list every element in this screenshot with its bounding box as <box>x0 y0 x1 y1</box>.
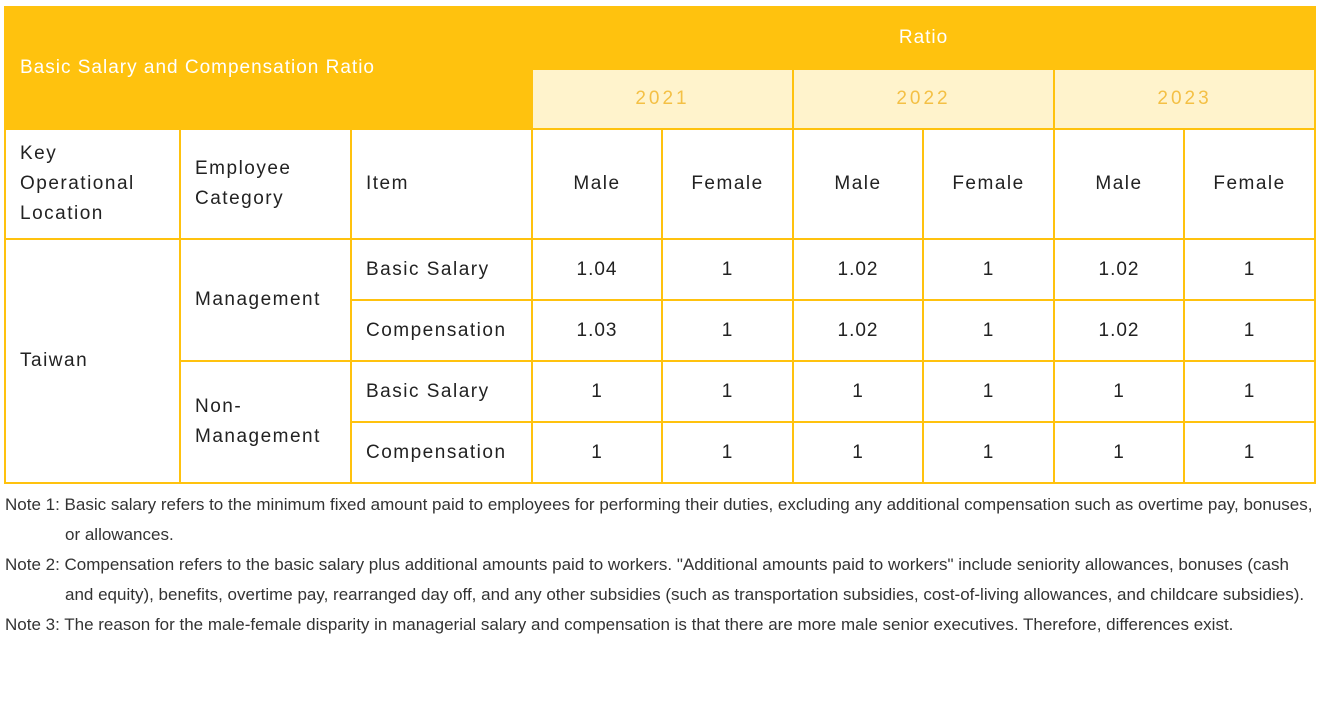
table-row: Taiwan Management Basic Salary 1.04 1 1.… <box>4 238 1317 484</box>
col-header-female-2022: Female <box>922 128 1055 240</box>
value-cell: 1.02 <box>792 238 924 301</box>
value-cell: 1 <box>1182 421 1317 484</box>
value-cell: 1 <box>661 421 794 484</box>
value-cell: 1 <box>661 360 794 423</box>
year-header-2023: 2023 <box>1052 68 1317 130</box>
year-header-2022: 2022 <box>792 68 1055 130</box>
value-cell: 1 <box>661 238 794 301</box>
col-header-male-2022: Male <box>792 128 924 240</box>
value-cell: 1 <box>922 360 1055 423</box>
col-header-male-2021: Male <box>531 128 663 240</box>
col-header-location: Key Operational Location <box>4 128 181 240</box>
value-cell: 1 <box>792 421 924 484</box>
value-cell: 1 <box>922 299 1055 362</box>
value-cell: 1 <box>792 360 924 423</box>
value-cell: 1 <box>1053 421 1185 484</box>
value-cell: 1.03 <box>531 299 663 362</box>
col-header-female-2021: Female <box>661 128 794 240</box>
value-cell: 1.02 <box>1053 299 1185 362</box>
item-cell: Compensation <box>350 299 533 362</box>
item-cell: Basic Salary <box>350 360 533 423</box>
note-2: Note 2: Compensation refers to the basic… <box>5 555 1305 604</box>
value-cell: 1 <box>1182 238 1317 301</box>
table-row: Non-Management Basic Salary 1 1 1 1 1 1 <box>5 360 1317 484</box>
category-cell-non-management: Non-Management <box>179 360 352 484</box>
item-cell: Compensation <box>350 421 533 484</box>
value-cell: 1 <box>922 421 1055 484</box>
item-cell: Basic Salary <box>350 238 533 301</box>
col-header-item: Item <box>350 128 533 240</box>
location-cell: Taiwan <box>4 238 181 484</box>
value-cell: 1 <box>1053 360 1185 423</box>
note-3: Note 3: The reason for the male-female d… <box>5 615 1234 634</box>
value-cell: 1 <box>531 421 663 484</box>
col-header-female-2023: Female <box>1182 128 1317 240</box>
value-cell: 1.02 <box>1053 238 1185 301</box>
value-cell: 1 <box>661 299 794 362</box>
column-header-row: Key Operational Location Employee Catego… <box>4 128 1317 240</box>
value-cell: 1.02 <box>792 299 924 362</box>
notes-section: Note 1: Basic salary refers to the minim… <box>5 490 1317 640</box>
salary-ratio-table: Basic Salary and Compensation Ratio Rati… <box>4 6 1317 484</box>
col-header-male-2023: Male <box>1053 128 1185 240</box>
value-cell: 1 <box>531 360 663 423</box>
table-row: Compensation 1.03 1 1.02 1 1.02 1 <box>5 299 1317 362</box>
table-title: Basic Salary and Compensation Ratio <box>4 6 533 130</box>
note-1: Note 1: Basic salary refers to the minim… <box>5 495 1313 544</box>
col-header-category: Employee Category <box>179 128 352 240</box>
value-cell: 1 <box>1182 360 1317 423</box>
ratio-header: Ratio <box>530 6 1317 70</box>
year-header-2021: 2021 <box>531 68 794 130</box>
table-row: Compensation 1 1 1 1 1 1 <box>5 421 1317 484</box>
value-cell: 1.04 <box>531 238 663 301</box>
value-cell: 1 <box>1182 299 1317 362</box>
category-cell-management: Management <box>179 238 352 362</box>
value-cell: 1 <box>922 238 1055 301</box>
